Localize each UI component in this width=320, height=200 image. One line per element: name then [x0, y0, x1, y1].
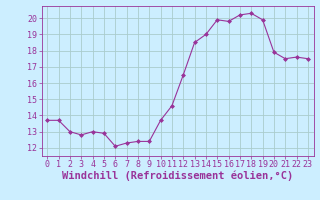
- X-axis label: Windchill (Refroidissement éolien,°C): Windchill (Refroidissement éolien,°C): [62, 171, 293, 181]
